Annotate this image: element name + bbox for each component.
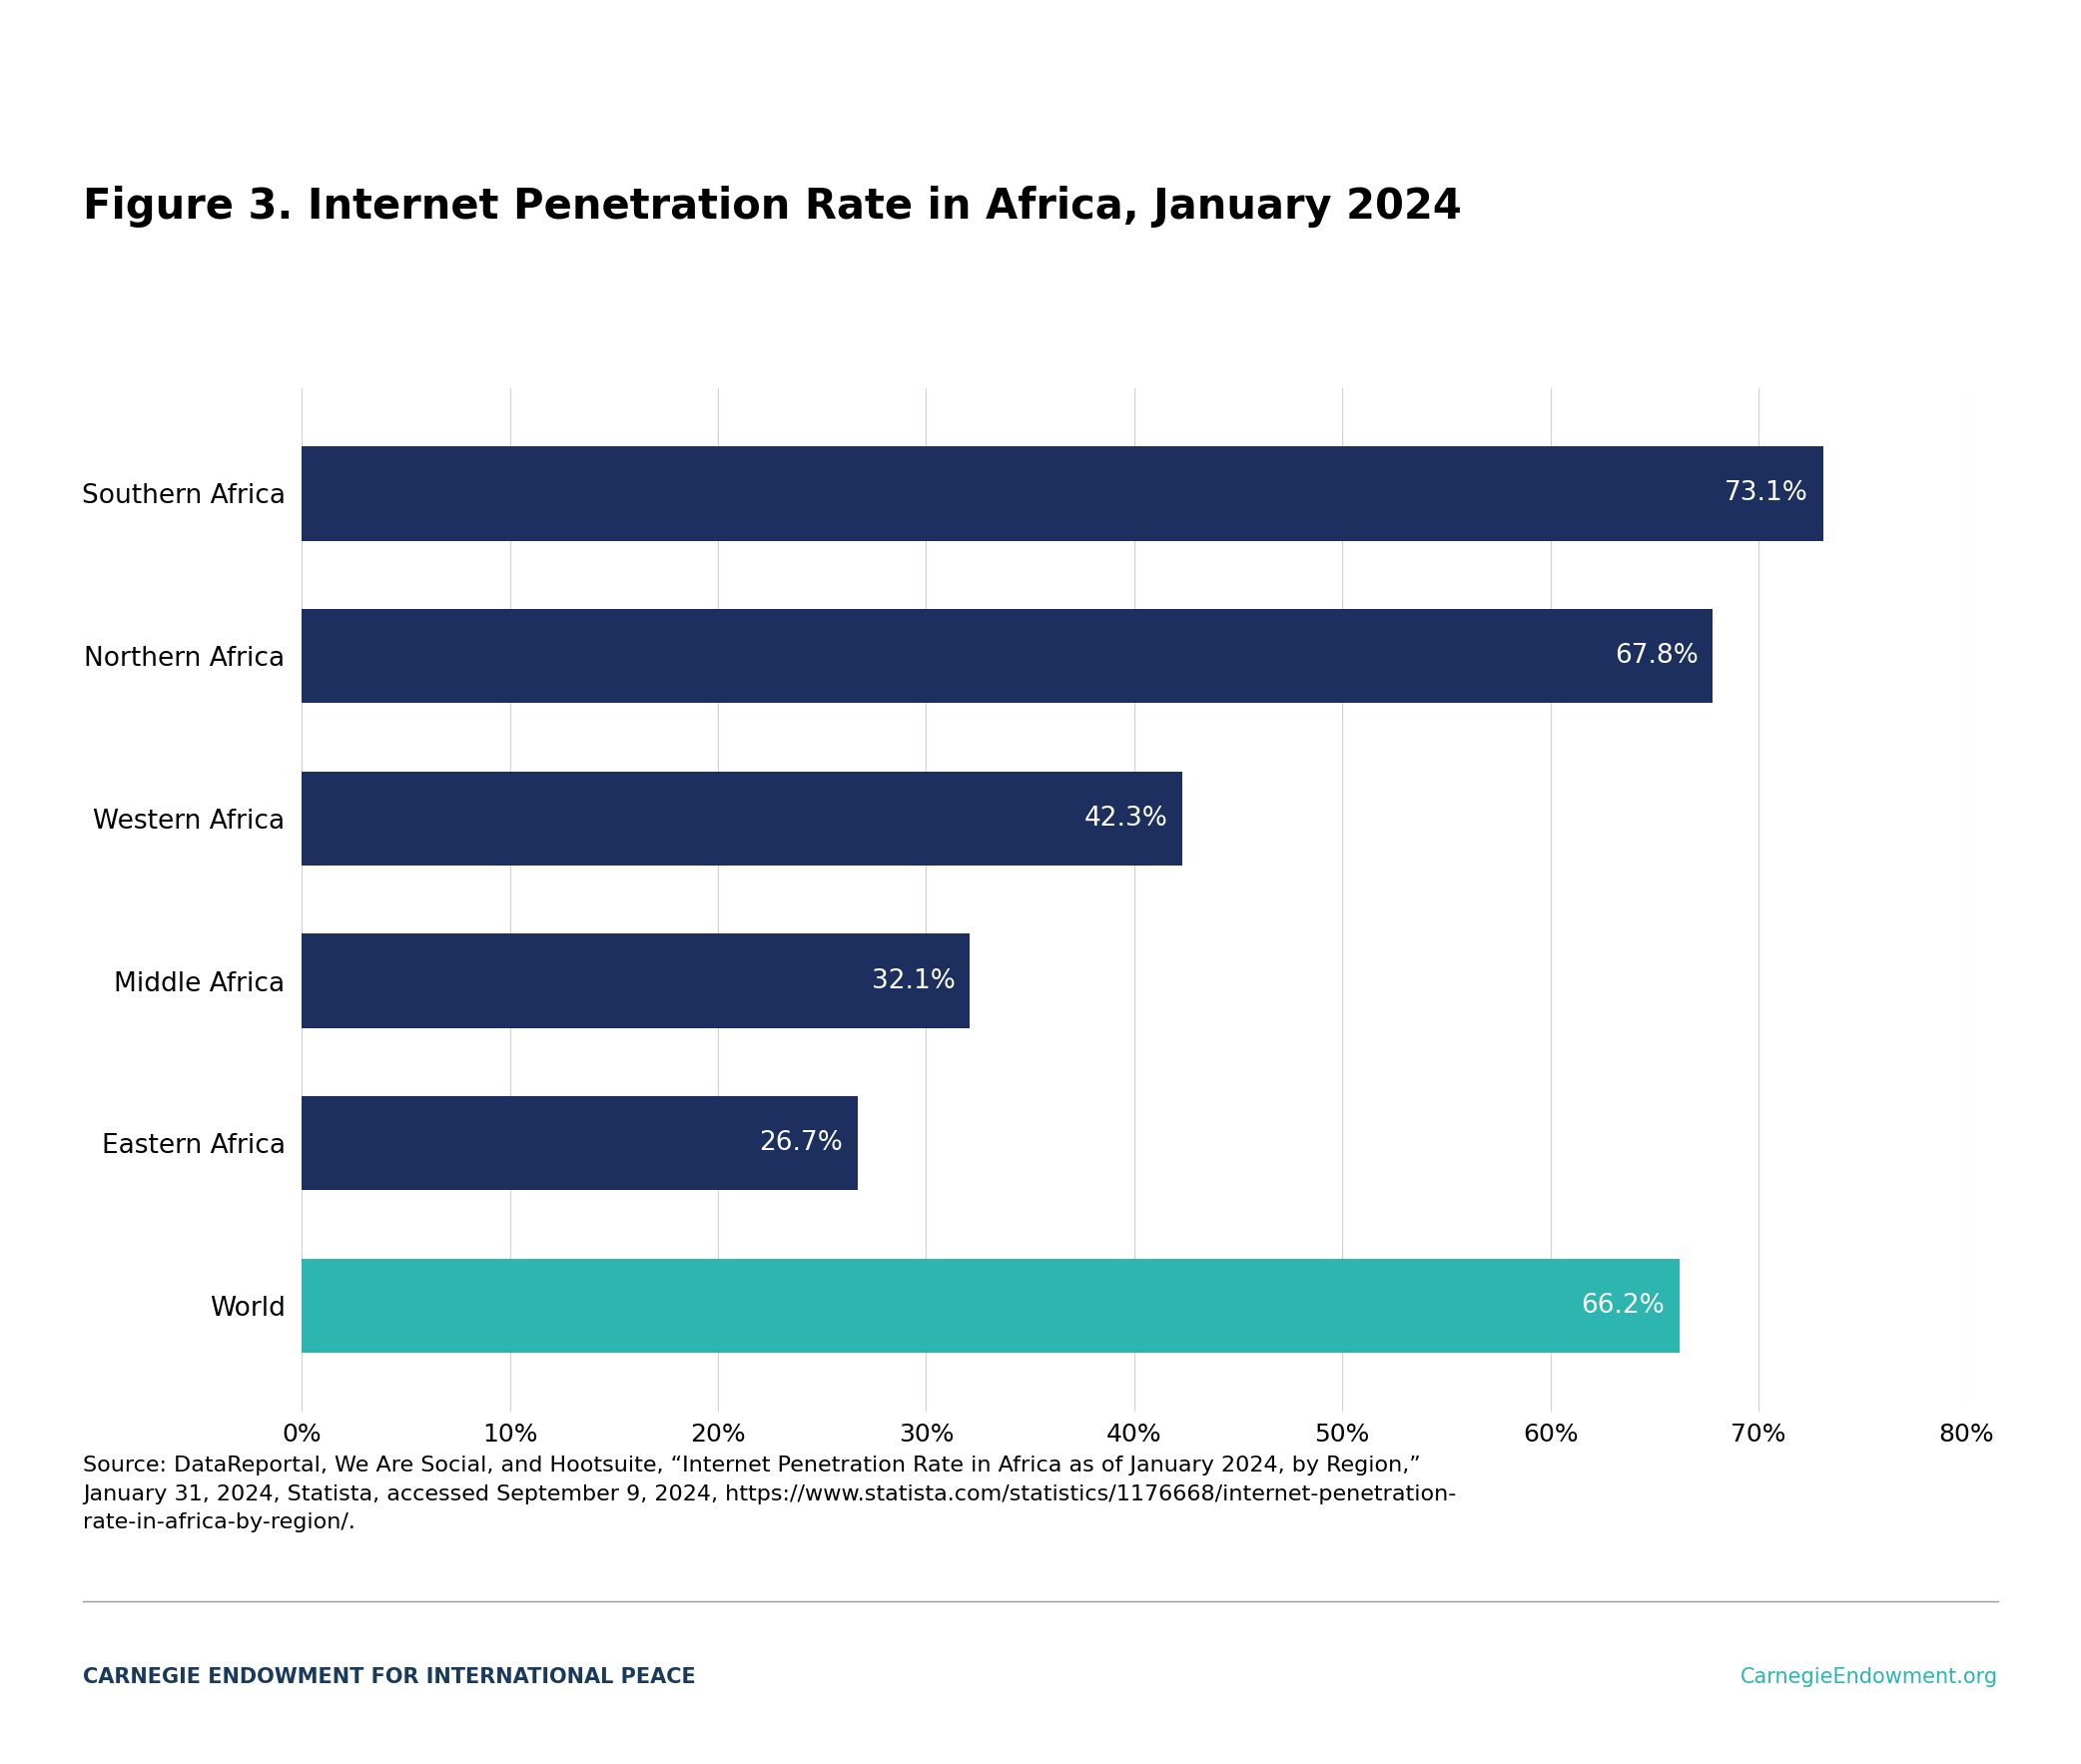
Bar [302,1258,1679,1353]
Bar [302,609,1713,704]
Text: Figure 3. Internet Penetration Rate in Africa, January 2024: Figure 3. Internet Penetration Rate in A… [83,185,1463,228]
Text: 32.1%: 32.1% [872,968,955,993]
Bar [302,933,970,1028]
Bar [302,1095,857,1191]
Text: Source: DataReportal, We Are Social, and Hootsuite, “Internet Penetration Rate i: Source: DataReportal, We Are Social, and… [83,1455,1457,1533]
Text: CarnegieEndowment.org: CarnegieEndowment.org [1740,1667,1998,1686]
Text: 73.1%: 73.1% [1725,480,1808,506]
Bar [302,446,1823,542]
Bar [302,771,1182,866]
Text: 42.3%: 42.3% [1084,806,1167,831]
Text: 26.7%: 26.7% [760,1131,843,1155]
Text: 67.8%: 67.8% [1615,644,1698,669]
Text: 66.2%: 66.2% [1582,1293,1665,1319]
Text: CARNEGIE ENDOWMENT FOR INTERNATIONAL PEACE: CARNEGIE ENDOWMENT FOR INTERNATIONAL PEA… [83,1667,697,1686]
